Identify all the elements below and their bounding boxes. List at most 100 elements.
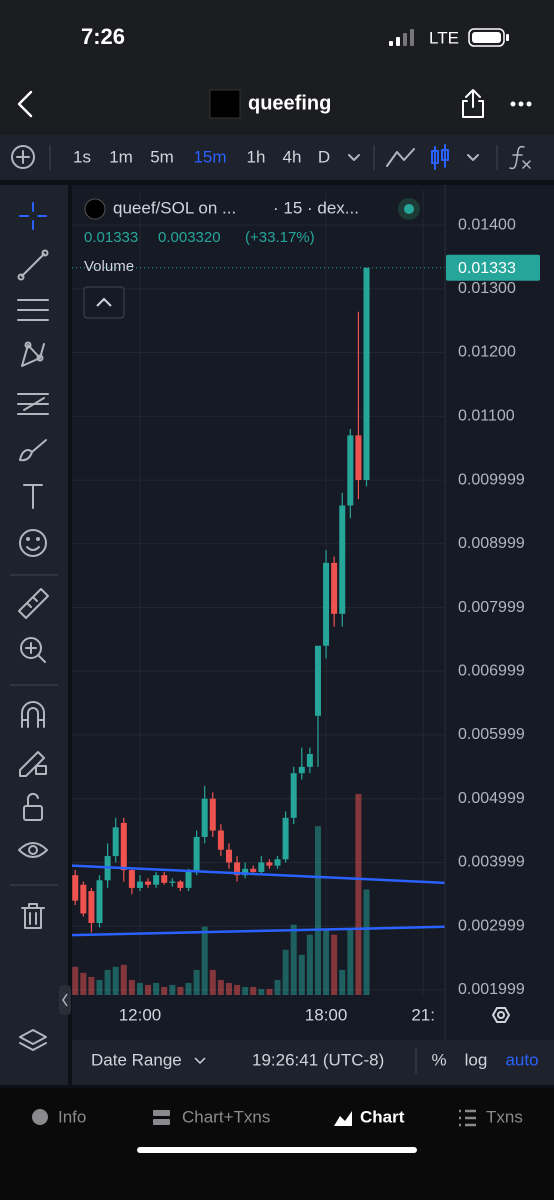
volume-bar (128, 979, 135, 995)
candle-body (339, 505, 346, 614)
collapse-arrow (62, 993, 68, 1007)
collapse-sidebar[interactable] (59, 985, 71, 1015)
log-toggle[interactable]: log (465, 1050, 488, 1069)
interval-button[interactable]: 5m (150, 147, 174, 166)
tab-chart[interactable]: Chart (360, 1107, 405, 1126)
candle-body (355, 435, 362, 481)
candle-body (266, 862, 273, 866)
candle-body (298, 766, 305, 774)
battery-icon (468, 28, 509, 47)
interval-button[interactable]: 4h (283, 147, 302, 166)
axis-settings-center (497, 1011, 505, 1019)
interval-button[interactable]: 1m (109, 147, 133, 166)
indicators-button[interactable] (509, 145, 531, 170)
candle-body (96, 880, 103, 923)
zoom-tool[interactable] (20, 637, 46, 663)
x-tick-label: 18:00 (305, 1005, 348, 1024)
trend-line-tool[interactable] (17, 249, 49, 281)
emoji-tool[interactable] (19, 529, 47, 557)
tab-chart-txns[interactable]: Chart+Txns (182, 1107, 270, 1126)
last-price-label: 0.01333 (458, 260, 516, 277)
chart-panel (72, 185, 554, 1040)
line-style-button[interactable] (386, 148, 415, 167)
legend-value: 0.01333 (84, 229, 138, 246)
chart-txns-icon (153, 1110, 170, 1125)
chart-footer (72, 1040, 554, 1085)
network: LTE (429, 28, 459, 47)
tab-info[interactable]: Info (58, 1107, 86, 1126)
toolbar (0, 135, 554, 180)
volume-bar (266, 988, 273, 995)
date-range[interactable]: Date Range (91, 1050, 182, 1069)
interval-button[interactable]: 1h (247, 147, 266, 166)
interval-button[interactable]: 1s (73, 147, 91, 166)
volume-bar (96, 979, 103, 995)
last-price-box (446, 254, 540, 281)
candle-body (290, 773, 297, 818)
fib-tool[interactable] (17, 299, 49, 321)
tab-txns[interactable]: Txns (486, 1107, 523, 1126)
legend-value: 0.003320 (158, 229, 221, 246)
y-tick-label: 0.001999 (458, 981, 525, 998)
volume-bar (258, 988, 265, 995)
volume-bar (177, 986, 184, 995)
lock-tool[interactable] (23, 792, 43, 821)
auto-toggle[interactable]: auto (505, 1050, 538, 1069)
add-symbol-button[interactable] (11, 145, 35, 169)
crosshair-tool[interactable] (19, 202, 47, 230)
forecast-tool[interactable] (17, 393, 49, 415)
x-tick-label: 21: (411, 1005, 435, 1024)
volume-label: Volume (84, 258, 134, 275)
visibility-tool[interactable] (18, 842, 48, 858)
interval-button[interactable]: D (318, 147, 330, 166)
chart-icon (334, 1111, 352, 1126)
percent-toggle[interactable]: % (431, 1050, 446, 1069)
lock-drawing-tool[interactable] (19, 751, 47, 777)
volume-bar (120, 964, 127, 995)
volume-bar (169, 984, 176, 995)
candle-body (161, 875, 168, 883)
candle-body (185, 871, 192, 888)
share-button[interactable] (462, 89, 484, 118)
candle-style-button[interactable] (431, 144, 449, 170)
layers-button[interactable] (19, 1029, 47, 1051)
chart-type-menu[interactable] (467, 154, 479, 161)
candle-body (242, 868, 249, 876)
symbol-name[interactable]: queef/SOL on ... (113, 198, 236, 217)
y-tick-label: 0.006999 (458, 662, 525, 679)
candle-body (169, 881, 176, 883)
axis-settings[interactable] (491, 1007, 511, 1023)
symbol-meta: · 15 · dex... (273, 198, 359, 217)
ruler-tool[interactable] (18, 588, 49, 619)
candle-body (177, 881, 184, 888)
brush-tool[interactable] (19, 439, 47, 462)
interval-menu[interactable] (348, 154, 360, 161)
more-button[interactable] (510, 101, 532, 107)
back-button[interactable] (17, 90, 33, 118)
volume-bar (274, 979, 281, 995)
text-tool[interactable] (23, 484, 43, 509)
drawing-tools-icons (10, 202, 58, 1051)
tab-bar (0, 1088, 554, 1200)
drawing-tools (0, 185, 68, 1085)
candle-body (201, 798, 208, 837)
x-tick-label: 12:00 (119, 1005, 162, 1024)
symbol-logo (84, 198, 106, 220)
collapse-legend-arrow (96, 297, 112, 307)
interval-button[interactable]: 15m (193, 147, 226, 166)
page-title: queefing (248, 92, 331, 114)
y-tick-label: 0.005999 (458, 726, 525, 743)
y-tick-label: 0.004999 (458, 790, 525, 807)
magnet-tool[interactable] (21, 701, 45, 728)
volume-bar (201, 926, 208, 995)
candle-body (136, 881, 143, 888)
volume-bar (298, 954, 305, 995)
volume-bar (136, 982, 143, 995)
collapse-legend[interactable] (83, 286, 125, 319)
y-tick-label: 0.01300 (458, 280, 516, 297)
volume-bar (323, 929, 330, 995)
candle-body (128, 870, 135, 888)
pattern-tool[interactable] (21, 341, 45, 367)
delete-tool[interactable] (21, 903, 45, 929)
